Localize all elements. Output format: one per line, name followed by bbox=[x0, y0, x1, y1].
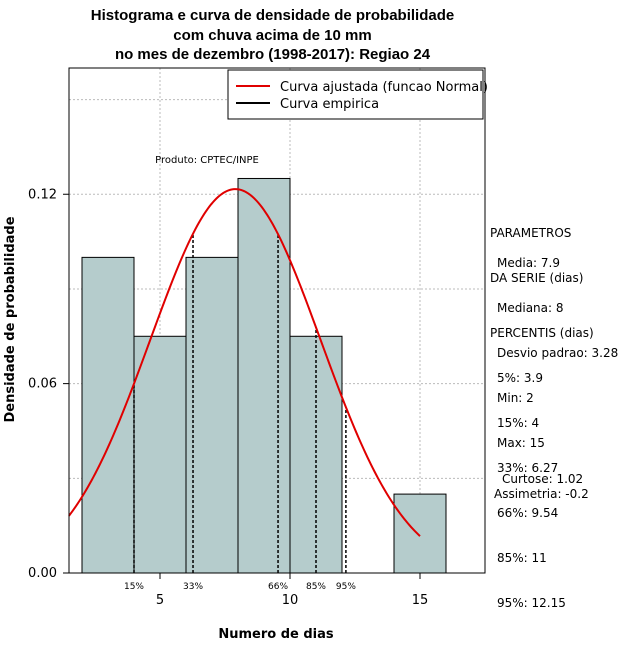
params-title: PARAMETROS DA SERIE (dias) bbox=[490, 196, 583, 301]
y-tick-label: 0.00 bbox=[28, 566, 57, 581]
stat-assimetria: Assimetria: -0.2 bbox=[494, 487, 589, 501]
percentile-label: 33% bbox=[183, 582, 203, 592]
x-axis-label: Numero de dias bbox=[218, 627, 334, 642]
percentil-66: 66%: 9.54 bbox=[497, 506, 559, 520]
y-tick-label: 0.12 bbox=[28, 187, 57, 202]
param-mediana: Mediana: 8 bbox=[497, 301, 564, 315]
params-title-line-1: PARAMETROS bbox=[490, 226, 572, 240]
chart-title-line-2: com chuva acima de 10 mm bbox=[173, 27, 372, 44]
percentil-85: 85%: 11 bbox=[497, 551, 547, 565]
percentile-label: 66% bbox=[268, 582, 288, 592]
legend-label: Curva empirica bbox=[280, 97, 379, 112]
percentis-title: PERCENTIS (dias) bbox=[490, 326, 594, 340]
fitted-normal-curve bbox=[68, 188, 421, 537]
histogram-bar bbox=[393, 493, 447, 574]
percentis-list: 5%: 3.9 15%: 4 33%: 6.27 66%: 9.54 85%: … bbox=[497, 341, 566, 626]
stat-curtose: Curtose: 1.02 bbox=[502, 472, 584, 486]
histogram-bar bbox=[185, 256, 239, 574]
histogram-bar bbox=[237, 177, 291, 574]
produto-annotation: Produto: CPTEC/INPE bbox=[155, 155, 259, 166]
y-tick-label: 0.06 bbox=[28, 377, 57, 392]
percentil-95: 95%: 12.15 bbox=[497, 596, 566, 610]
percentil-5: 5%: 3.9 bbox=[497, 371, 543, 385]
x-tick-label: 15 bbox=[412, 593, 429, 608]
params-list: Media: 7.9 Mediana: 8 Desvio padrao: 3.2… bbox=[497, 226, 618, 466]
percentile-label: 95% bbox=[336, 582, 356, 592]
histogram-bar bbox=[133, 335, 187, 574]
legend-label: Curva ajustada (funcao Normal) bbox=[280, 80, 488, 95]
x-tick-label: 10 bbox=[282, 593, 299, 608]
params-title-line-2: DA SERIE (dias) bbox=[490, 271, 584, 285]
y-axis-label: Densidade de probabilidade bbox=[3, 216, 18, 422]
percentile-label: 15% bbox=[124, 582, 144, 592]
param-min: Min: 2 bbox=[497, 391, 534, 405]
chart-title-line-1: Histograma e curva de densidade de proba… bbox=[90, 7, 455, 24]
chart-title-line-3: no mes de dezembro (1998-2017): Regiao 2… bbox=[114, 46, 431, 63]
param-media: Media: 7.9 bbox=[497, 256, 560, 270]
param-max: Max: 15 bbox=[497, 436, 545, 450]
x-tick-label: 5 bbox=[156, 593, 164, 608]
percentil-15: 15%: 4 bbox=[497, 416, 540, 430]
percentile-label: 85% bbox=[306, 582, 326, 592]
param-desvio: Desvio padrao: 3.28 bbox=[497, 346, 619, 360]
plot-frame bbox=[68, 67, 486, 574]
percentil-33: 33%: 6.27 bbox=[497, 461, 559, 475]
legend-box bbox=[227, 69, 484, 120]
histogram-bar bbox=[81, 256, 135, 574]
